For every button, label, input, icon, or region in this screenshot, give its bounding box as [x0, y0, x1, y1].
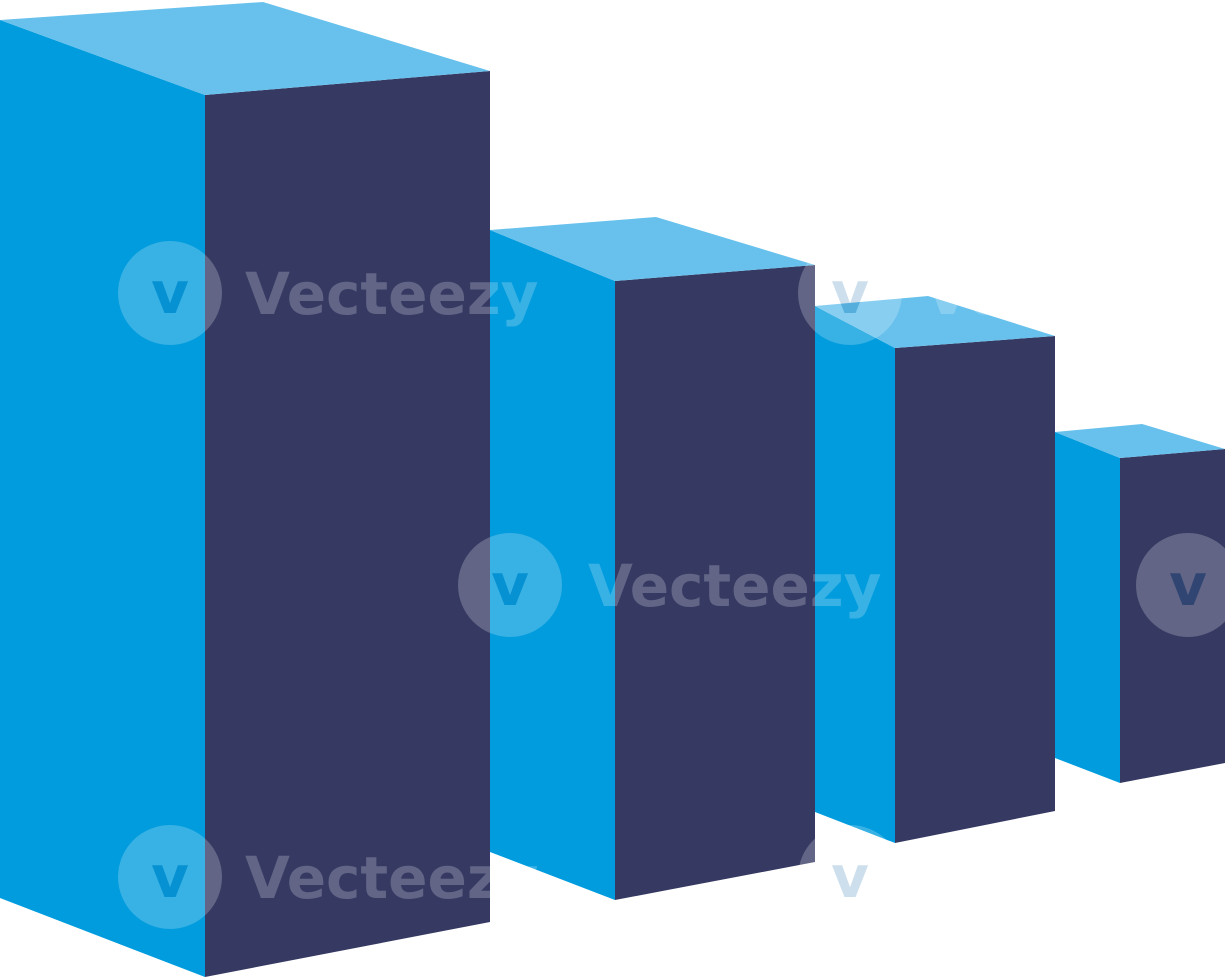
watermark-logo-glyph: v [491, 551, 529, 619]
vecteezy-logo-icon: v [458, 533, 562, 637]
block-3 [815, 296, 1055, 843]
watermark-logo-glyph: v [831, 843, 869, 911]
watermark-layer: v Vecteezy v Vecteezy v Vecteezy v v Vec… [118, 241, 1225, 929]
block-3-top-face [815, 296, 1055, 348]
vecteezy-logo-icon: v [118, 241, 222, 345]
vecteezy-logo-icon: v [798, 241, 902, 345]
block-1-top-face [0, 2, 490, 95]
block-2-right-face [615, 265, 815, 900]
watermark-logo-glyph: v [831, 259, 869, 327]
watermark-logo-glyph: v [151, 843, 189, 911]
block-4-right-face [1120, 449, 1225, 783]
watermark-logo-glyph: v [151, 259, 189, 327]
vecteezy-logo-icon: v [118, 825, 222, 929]
watermark-logo-glyph: v [1169, 551, 1207, 619]
block-2-left-face [490, 230, 615, 900]
watermark-text: Vecteezy [245, 844, 538, 912]
block-2 [490, 217, 815, 900]
watermark-text: Vecteezy [925, 844, 1218, 912]
block-4-top-face [1055, 424, 1225, 458]
watermark-text: Vecteezy [925, 260, 1218, 328]
block-1-left-face [0, 20, 205, 977]
block-4-left-face [1055, 432, 1120, 783]
block-1 [0, 2, 490, 977]
watermark-text: Vecteezy [588, 552, 881, 620]
block-4 [1055, 424, 1225, 783]
block-2-top-face [490, 217, 815, 281]
block-3-right-face [895, 336, 1055, 843]
vecteezy-logo-icon: v [1136, 533, 1225, 637]
watermark-text: Vecteezy [245, 260, 538, 328]
block-1-right-face [205, 71, 490, 977]
vecteezy-logo-icon: v [798, 825, 902, 929]
block-3-left-face [815, 306, 895, 843]
